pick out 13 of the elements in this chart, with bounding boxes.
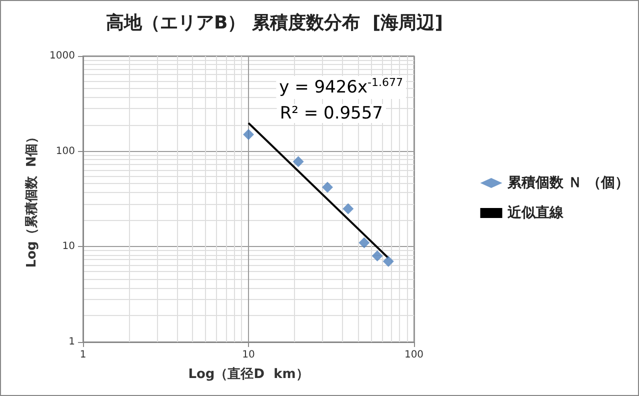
y-axis-title: Log（累積個数 N個） xyxy=(24,130,40,268)
y-tick-label: 1 xyxy=(68,336,75,348)
y-tick-label: 1000 xyxy=(50,50,75,62)
y-tick-label: 100 xyxy=(56,146,75,157)
legend-label: 累積個数 Ｎ （個） xyxy=(506,175,629,191)
annotation: R² = 0.9557 xyxy=(280,104,384,124)
x-tick-label: 1 xyxy=(80,350,86,360)
x-tick-label: 10 xyxy=(242,350,255,360)
x-tick-label: 100 xyxy=(404,350,424,360)
x-axis-title: Log（直径D km） xyxy=(188,367,309,382)
y-tick-label: 10 xyxy=(62,241,75,252)
legend-label: 近似直線 xyxy=(506,204,564,221)
chart-title: 高地（エリアB） 累積度数分布 [海周辺] xyxy=(106,12,443,34)
